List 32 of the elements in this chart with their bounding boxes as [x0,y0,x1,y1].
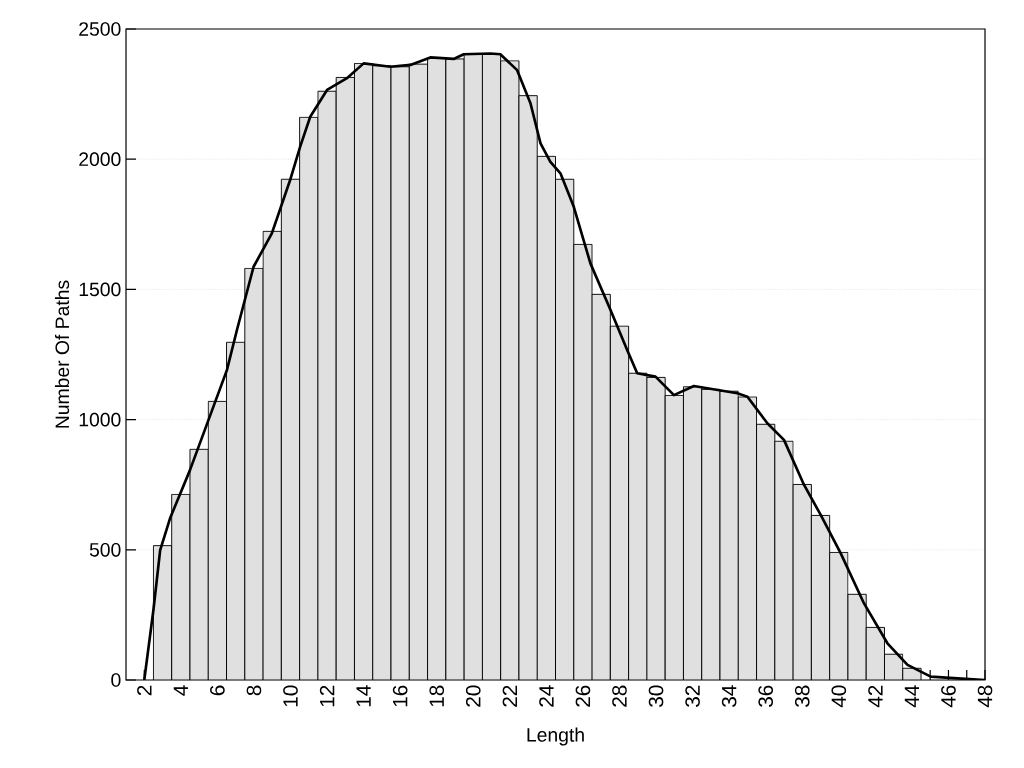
x-tick-label: 28 [612,685,627,707]
x-tick-label: 6 [210,685,225,696]
x-axis-title: Length [527,727,584,746]
y-tick-label: 500 [89,542,121,557]
x-tick-label: 48 [977,685,993,708]
x-tick-label: 2 [137,685,152,696]
x-tick-label: 20 [465,685,481,707]
x-tick-label: 4 [173,685,188,696]
x-tick-label: 24 [539,685,554,707]
y-tick-label: 1500 [79,282,121,297]
x-tick-label: 12 [319,685,335,707]
x-tick-label: 14 [356,685,371,707]
x-tick-label: 22 [502,685,518,707]
y-tick-label: 0 [111,673,121,687]
x-tick-label: 32 [685,685,700,707]
x-tick-label: 40 [831,685,847,708]
y-tick-label: 2500 [79,22,121,36]
x-tick-label: 38 [794,685,810,707]
x-tick-label: 18 [429,685,445,707]
y-tick-label: 1000 [79,412,121,427]
x-tick-label: 30 [648,685,664,707]
x-tick-label: 10 [283,685,298,707]
x-tick-label: 26 [575,685,591,707]
x-tick-label: 16 [392,685,408,707]
x-tick-label: 34 [721,685,737,707]
y-axis-title: Number Of Paths [54,280,70,428]
x-tick-label: 36 [758,685,774,707]
y-tick-label: 2000 [79,152,121,167]
x-tick-label: 46 [941,685,956,708]
x-tick-label: 44 [904,685,920,708]
x-tick-label: 8 [246,685,262,696]
x-tick-label: 42 [868,685,883,708]
